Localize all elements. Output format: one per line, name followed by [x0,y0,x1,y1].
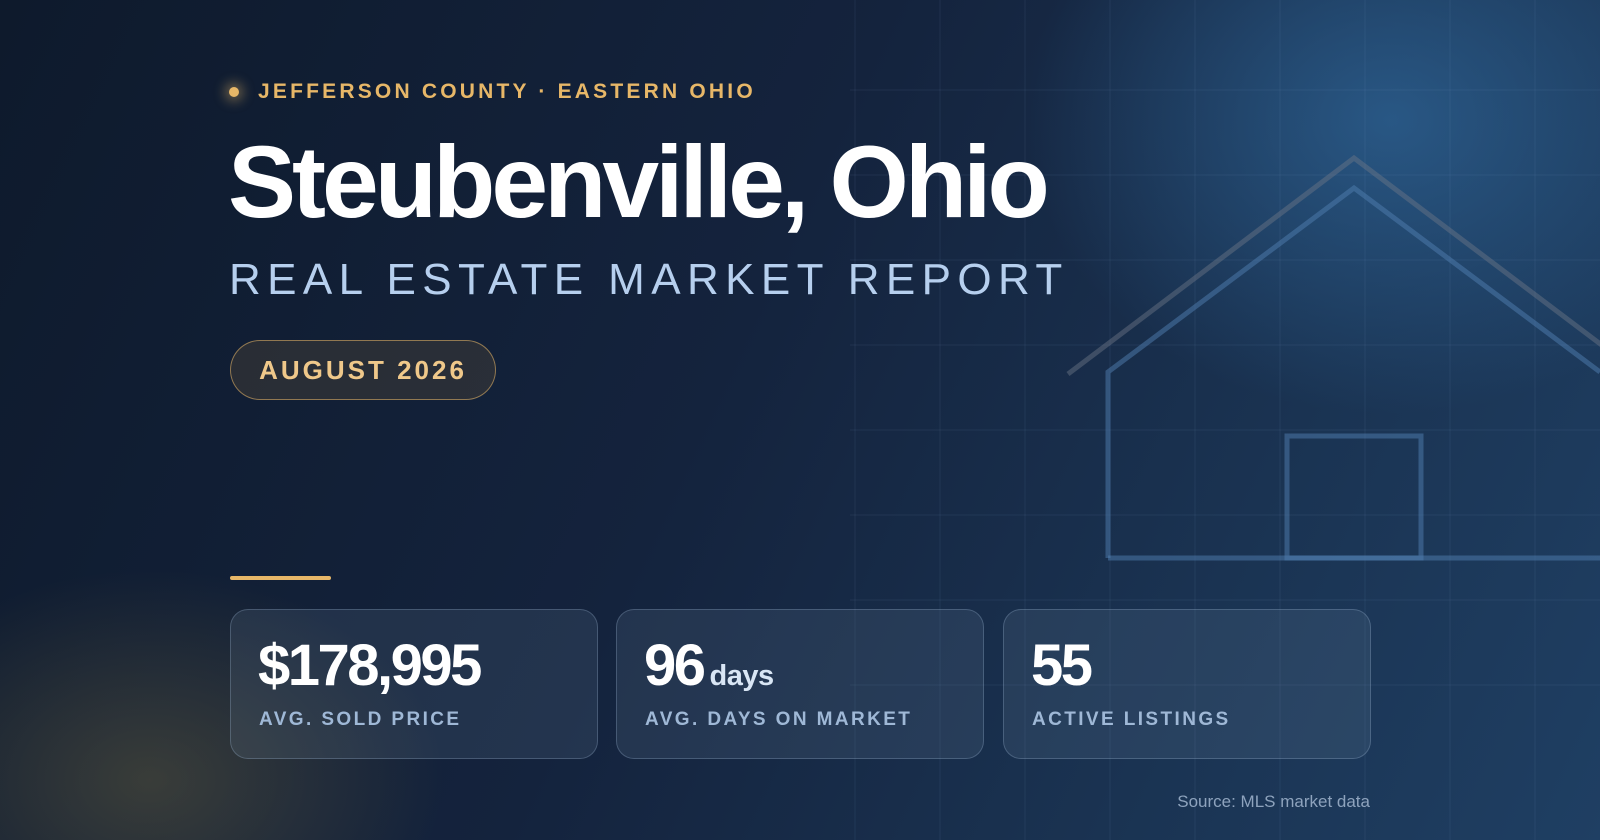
grid [850,0,1600,840]
stat-label: AVG. SOLD PRICE [259,709,462,730]
title: Steubenville, Ohio [228,125,1050,239]
stat-unit: days [709,660,775,692]
stat-value: 55 [1031,633,1093,698]
date-badge: AUGUST 2026 [230,340,496,400]
eyebrow: JEFFERSON COUNTY · EASTERN OHIO [258,80,756,103]
stat-value: 96 [644,633,706,698]
stat-card: 55 ACTIVE LISTINGS [1003,609,1371,759]
accent-rule [230,576,331,580]
source-note: Source: MLS market data [1177,792,1370,811]
stat-value: $178,995 [258,633,482,698]
stat-value-row: $178,995 [258,632,482,699]
stat-card: 96 days AVG. DAYS ON MARKET [616,609,984,759]
stat-value-row: 55 [1031,632,1093,699]
stat-card: $178,995 AVG. SOLD PRICE [230,609,598,759]
stat-value-row: 96 days [644,632,774,699]
eyebrow-dot [229,87,239,97]
house-outline [1066,154,1600,561]
stat-label: AVG. DAYS ON MARKET [645,709,913,730]
stat-label: ACTIVE LISTINGS [1032,709,1231,730]
subtitle: REAL ESTATE MARKET REPORT [229,255,1069,304]
